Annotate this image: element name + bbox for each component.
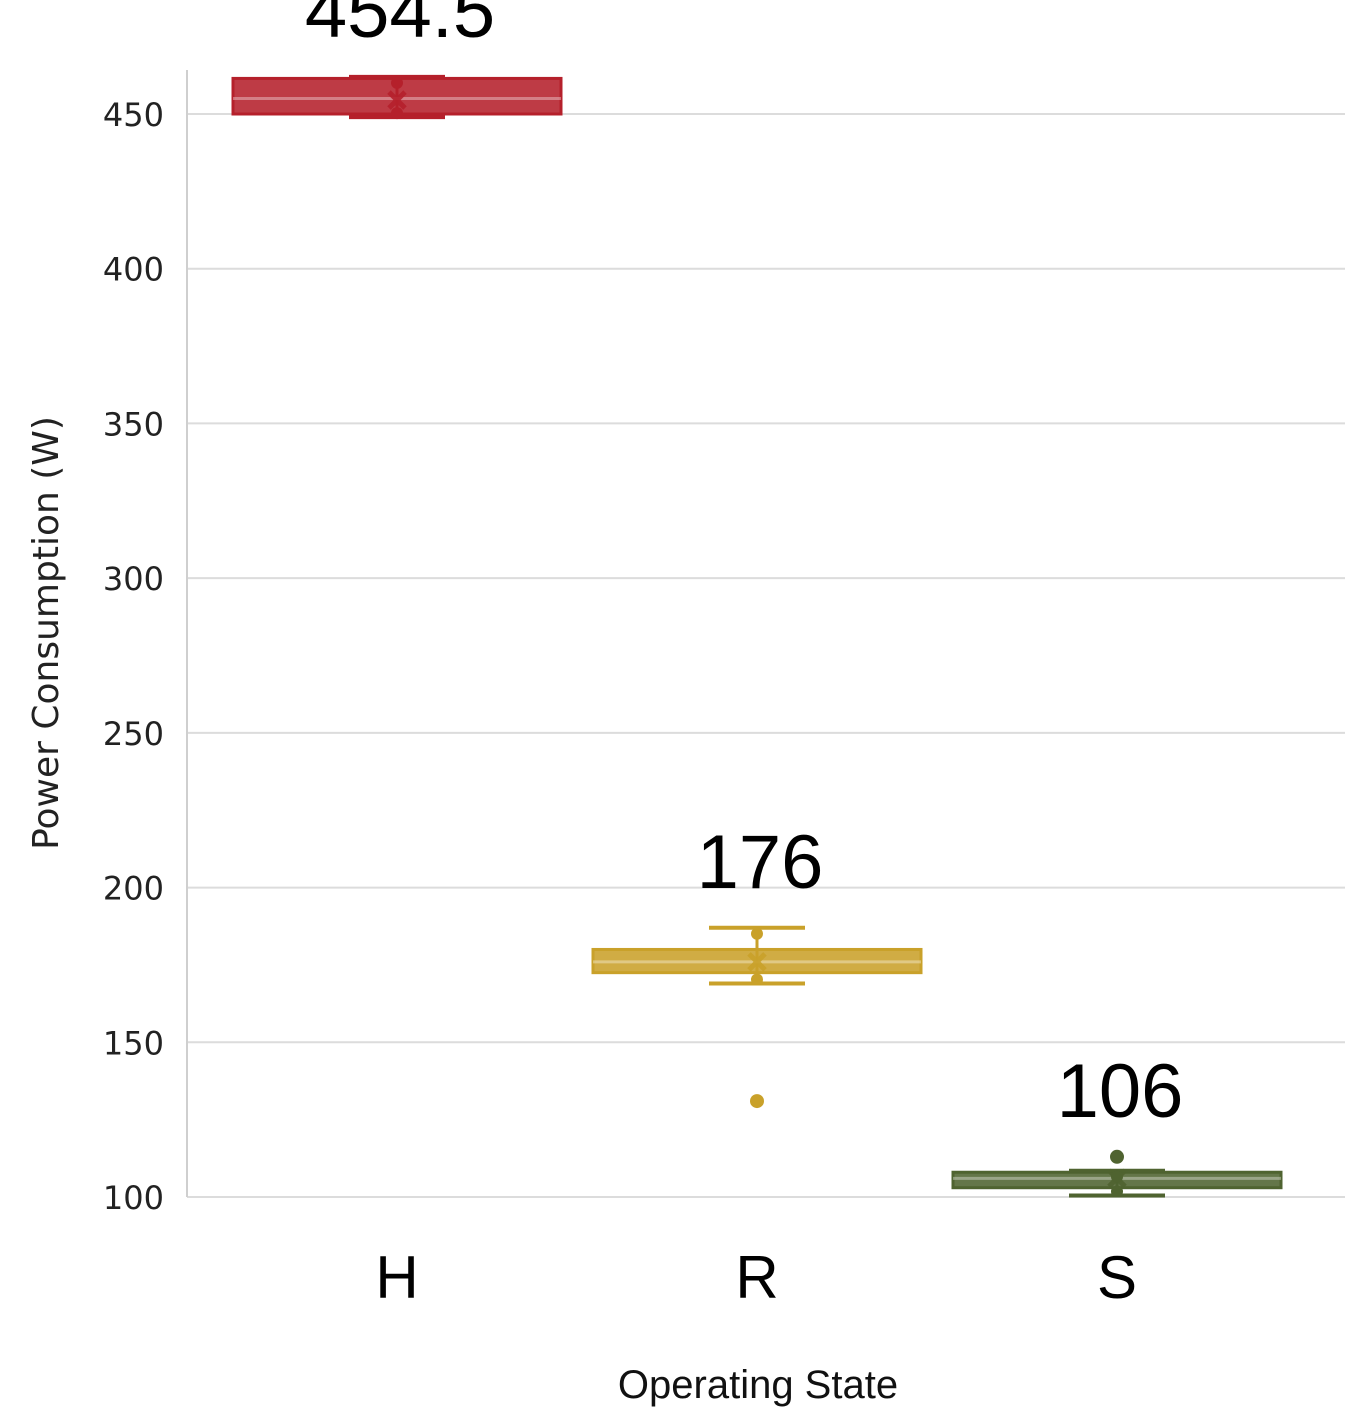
value-label-S: 106: [1057, 1049, 1184, 1134]
y-tick-label-250: 250: [103, 715, 164, 753]
y-tick-label-400: 400: [103, 251, 164, 289]
value-label-H: 454.5: [305, 0, 495, 54]
x-category-label-H: H: [375, 1244, 418, 1311]
y-tick-label-450: 450: [103, 96, 164, 134]
data-point-high-R: [751, 927, 763, 940]
data-point-low-H: [391, 107, 403, 120]
boxes: [231, 74, 1283, 1198]
box-S: [951, 1149, 1283, 1198]
box-R: [591, 925, 923, 1109]
value-annotations: 454.5 176 106: [305, 0, 1184, 1134]
y-tick-label-150: 150: [103, 1024, 164, 1062]
y-axis-title: Power Consumption (W): [26, 416, 67, 850]
data-point-low-S: [1111, 1185, 1123, 1198]
outlier-point-R-0: [750, 1094, 764, 1109]
data-point-high-H: [391, 76, 403, 89]
x-category-label-R: R: [735, 1244, 778, 1311]
data-point-high-S: [1111, 1170, 1123, 1183]
y-tick-label-100: 100: [103, 1179, 164, 1217]
y-tick-label-200: 200: [103, 870, 164, 908]
y-axis-ticks: 100 150 200 250 300 350 400 450: [103, 96, 164, 1217]
x-category-label-S: S: [1097, 1244, 1137, 1311]
x-axis-title: Operating State: [618, 1363, 898, 1407]
outlier-point-S-0: [1110, 1149, 1124, 1164]
y-tick-label-300: 300: [103, 560, 164, 598]
value-label-R: 176: [697, 820, 824, 905]
data-point-low-R: [751, 973, 763, 986]
grid-lines: [187, 113, 1345, 1198]
mean-marker-H: [387, 90, 407, 110]
y-tick-label-350: 350: [103, 405, 164, 443]
mean-marker-R: [747, 952, 767, 972]
box-H: [231, 74, 563, 120]
